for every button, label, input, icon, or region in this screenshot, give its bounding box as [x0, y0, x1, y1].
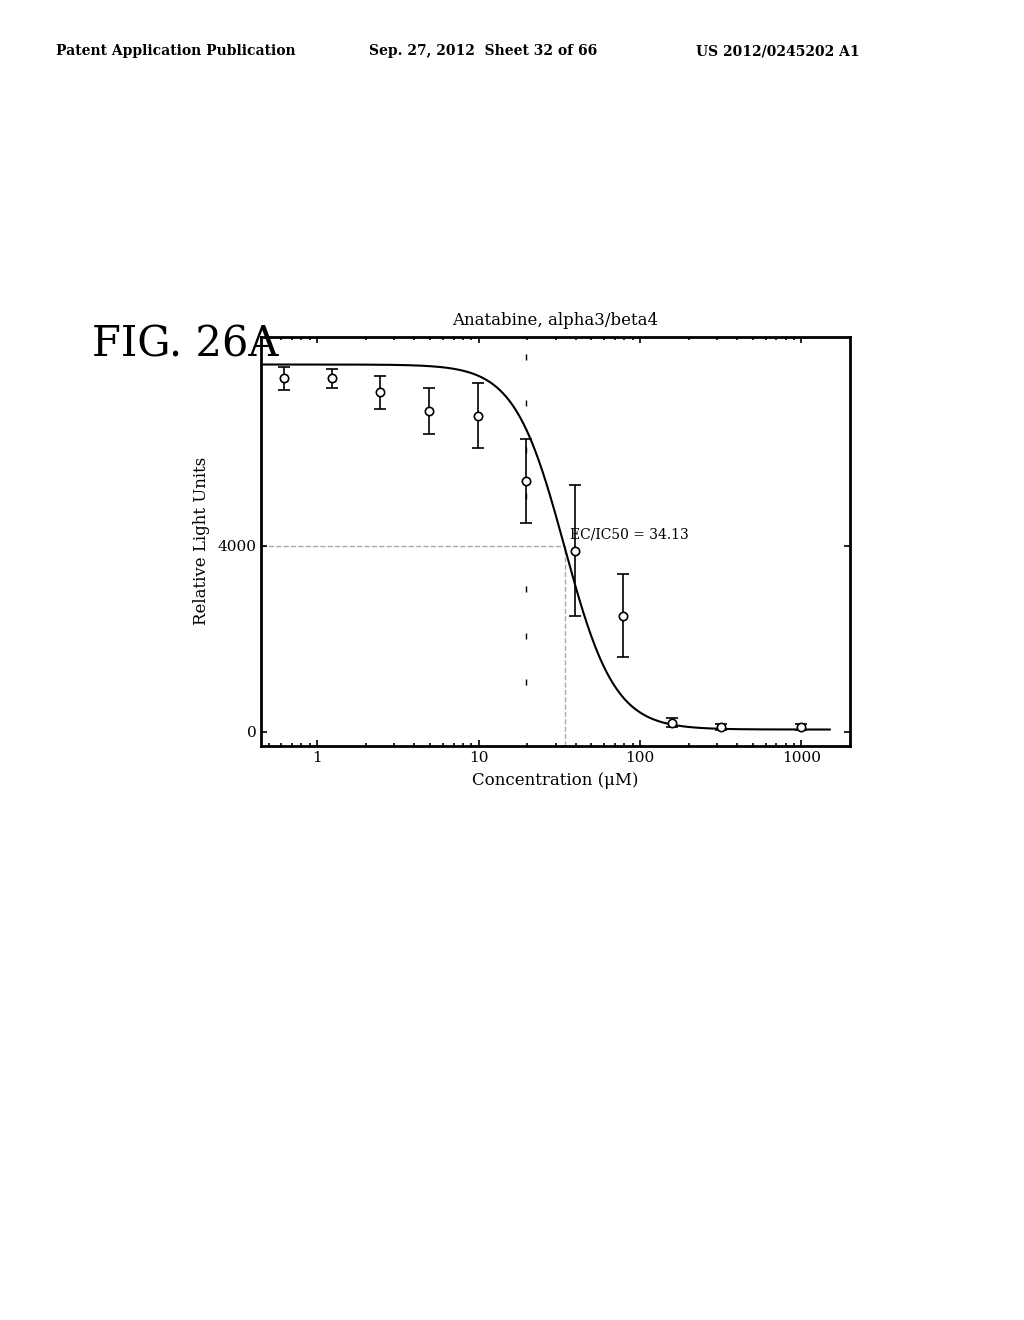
Text: Sep. 27, 2012  Sheet 32 of 66: Sep. 27, 2012 Sheet 32 of 66: [369, 45, 597, 58]
X-axis label: Concentration (μM): Concentration (μM): [472, 772, 639, 788]
Title: Anatabine, alpha3/beta4: Anatabine, alpha3/beta4: [453, 313, 658, 330]
Y-axis label: Relative Light Units: Relative Light Units: [194, 457, 210, 626]
Text: Patent Application Publication: Patent Application Publication: [56, 45, 296, 58]
Text: US 2012/0245202 A1: US 2012/0245202 A1: [696, 45, 860, 58]
Text: EC/IC50 = 34.13: EC/IC50 = 34.13: [570, 528, 689, 543]
Text: FIG. 26A: FIG. 26A: [92, 323, 279, 366]
